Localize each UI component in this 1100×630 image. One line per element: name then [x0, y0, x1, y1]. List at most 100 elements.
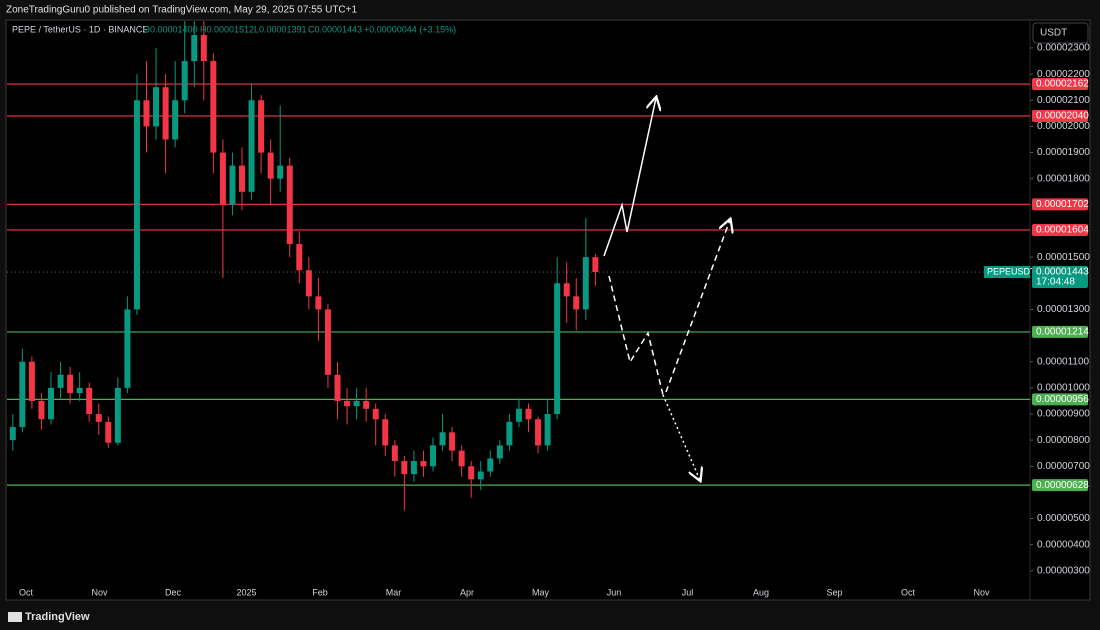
- level-tag: [1032, 223, 1088, 236]
- x-tick-label: Jul: [682, 587, 694, 597]
- y-tick-label: 0.00000900: [1037, 409, 1090, 420]
- candle-body: [401, 461, 408, 475]
- candle-body: [535, 419, 542, 446]
- countdown: 17:04:48: [1036, 277, 1075, 288]
- x-tick-label: May: [532, 587, 550, 597]
- candle-body: [439, 432, 446, 446]
- y-tick-label: 0.00002000: [1037, 121, 1090, 132]
- candle-body: [487, 458, 494, 472]
- projection: [603, 98, 730, 480]
- candle-body: [105, 421, 112, 443]
- candle-body: [344, 400, 351, 407]
- x-tick-label: 2025: [236, 587, 256, 597]
- x-tick-label: Feb: [312, 587, 328, 597]
- x-tick-label: Aug: [753, 587, 769, 597]
- candle-body: [410, 461, 417, 475]
- candle-body: [210, 61, 217, 153]
- y-tick-label: 0.00001000: [1037, 383, 1090, 394]
- candle-body: [133, 100, 140, 310]
- level-label: 0.00002040: [1036, 111, 1089, 122]
- candle-body: [48, 387, 54, 420]
- x-tick-label: Jun: [607, 587, 622, 597]
- candle-body: [315, 296, 322, 310]
- currency-button[interactable]: [1032, 22, 1089, 44]
- candle-body: [267, 152, 274, 179]
- candle-body: [258, 100, 265, 153]
- level-tag: [1032, 393, 1088, 406]
- level-tag: [1032, 78, 1088, 91]
- candle-body: [86, 387, 93, 415]
- candle-body: [239, 165, 245, 192]
- candle-body: [554, 283, 561, 415]
- y-tick-label: 0.00001500: [1037, 252, 1090, 263]
- candle-body: [468, 466, 475, 480]
- ticker-tag: [984, 266, 1030, 279]
- x-tick-label: Sep: [826, 587, 842, 597]
- legend-symbol: PEPE / TetherUS · 1D · BINANCE: [12, 24, 148, 34]
- candle-body: [229, 165, 236, 205]
- candle-body: [305, 270, 312, 297]
- y-tick-label: 0.00002100: [1037, 95, 1090, 106]
- candle-body: [67, 374, 74, 394]
- candle-body: [363, 400, 370, 409]
- tv-logo: [8, 612, 22, 622]
- candle-body: [449, 432, 456, 451]
- candle-body: [382, 419, 389, 446]
- candle-body: [391, 445, 398, 462]
- candle-body: [420, 461, 427, 467]
- level-label: 0.00001214: [1036, 327, 1089, 338]
- candle-body: [324, 309, 331, 375]
- currency-label[interactable]: USDT: [1040, 28, 1067, 39]
- candle-body: [592, 257, 599, 273]
- candle-body: [248, 100, 255, 192]
- candle-body: [57, 374, 64, 388]
- candle-body: [563, 283, 570, 297]
- level-label: 0.00002162: [1036, 79, 1089, 90]
- candle-body: [76, 387, 83, 394]
- dashed-arrow: [665, 220, 730, 393]
- candle-body: [19, 361, 26, 428]
- candle-body: [372, 408, 379, 420]
- y-tick-label: 0.00000300: [1037, 566, 1090, 577]
- candle-body: [143, 100, 150, 127]
- level-label: 0.00000956: [1036, 394, 1089, 405]
- last-tag: [1032, 266, 1088, 289]
- legend-high: H0.00001512: [200, 24, 254, 34]
- candle-body: [496, 445, 503, 459]
- ticker: PEPEUSDT: [987, 266, 1036, 276]
- candle-body: [191, 34, 198, 62]
- level-label: 0.00001702: [1036, 199, 1089, 210]
- last-label: 0.00001443: [1036, 267, 1089, 278]
- candle-body: [573, 296, 580, 310]
- candle-body: [525, 408, 532, 420]
- candle-body: [286, 165, 293, 245]
- legend-close: C0.00001443: [308, 24, 362, 34]
- y-tick-label: 0.00000400: [1037, 539, 1090, 550]
- y-tick-label: 0.00001100: [1037, 356, 1090, 367]
- y-tick-label: 0.00002200: [1037, 69, 1090, 80]
- x-tick-label: Oct: [19, 587, 34, 597]
- level-label: 0.00000628: [1036, 480, 1089, 491]
- candle-body: [477, 471, 484, 480]
- x-tick-label: Dec: [165, 587, 182, 597]
- candle-body: [544, 414, 551, 446]
- candle-body: [162, 87, 169, 140]
- candle-body: [9, 427, 16, 441]
- candle-body: [296, 244, 303, 271]
- bull-arrow: [603, 98, 656, 257]
- x-tick-label: Apr: [460, 587, 474, 597]
- legend-open: O0.00001400: [143, 24, 198, 34]
- x-tick-label: Oct: [901, 587, 916, 597]
- candle-body: [95, 414, 102, 422]
- candle-body: [506, 421, 513, 446]
- y-tick-label: 0.00001800: [1037, 173, 1090, 184]
- candle-body: [28, 361, 35, 401]
- candle-body: [458, 450, 465, 467]
- candle-body: [38, 400, 45, 420]
- level-tag: [1032, 479, 1088, 492]
- candle-body: [219, 152, 226, 205]
- candle-body: [124, 309, 131, 388]
- candle-body: [181, 61, 188, 101]
- candle-body: [430, 445, 436, 467]
- candle-body: [200, 34, 207, 62]
